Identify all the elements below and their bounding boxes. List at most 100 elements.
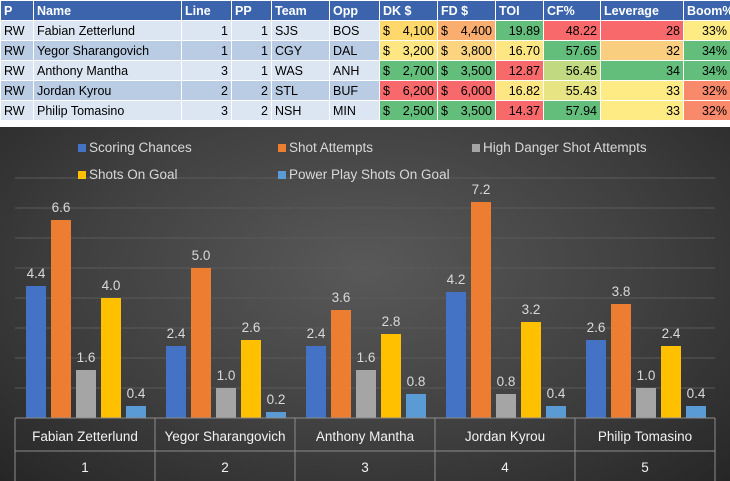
currency-symbol: $ [383, 83, 390, 98]
cell-dk-salary: $6,200 [379, 80, 438, 101]
cell-team: STL [271, 80, 330, 101]
bar [266, 412, 286, 418]
bar [661, 346, 681, 418]
bar-chart: Scoring Chances Shot Attempts High Danger … [14, 140, 716, 481]
cell-toi: 16.82 [495, 80, 544, 101]
table-row[interactable]: RW Fabian Zetterlund 1 1 SJS BOS $4,100 $4,400 1… [0, 20, 730, 41]
data-label: 1.0 [217, 368, 236, 383]
cell-leverage: 28 [600, 20, 684, 41]
cell-team: SJS [271, 20, 330, 41]
cell-dk-salary: $2,700 [379, 60, 438, 81]
legend-label: Scoring Chances [89, 140, 192, 155]
cell-fd-salary: $3,800 [437, 40, 496, 61]
header-opp[interactable]: Opp [329, 0, 380, 21]
category-number-label: 5 [641, 460, 649, 475]
header-pp[interactable]: PP [231, 0, 272, 21]
data-label: 0.8 [497, 374, 516, 389]
header-leverage[interactable]: Leverage [600, 0, 684, 21]
cell-line: 2 [181, 80, 232, 101]
header-name[interactable]: Name [33, 0, 182, 21]
cell-opponent: BOS [329, 20, 380, 41]
currency-symbol: $ [441, 83, 448, 98]
bar [586, 340, 606, 418]
data-label: 1.0 [637, 368, 656, 383]
cell-boom-percent: 34% [683, 40, 730, 61]
cell-line: 3 [181, 60, 232, 81]
bar [686, 406, 706, 418]
header-line[interactable]: Line [181, 0, 232, 21]
cell-cf-percent: 48.22 [543, 20, 601, 41]
data-label: 3.2 [522, 302, 541, 317]
data-label: 0.4 [547, 386, 566, 401]
header-cf-percent[interactable]: CF% [543, 0, 601, 21]
cell-player-name: Anthony Mantha [33, 60, 182, 81]
table-row[interactable]: RW Jordan Kyrou 2 2 STL BUF $6,200 $6,000 16.82 5… [0, 80, 730, 101]
bar [166, 346, 186, 418]
salary-value: 3,800 [460, 43, 492, 58]
data-label: 2.4 [307, 326, 326, 341]
bar [306, 346, 326, 418]
currency-symbol: $ [441, 63, 448, 78]
bar [216, 388, 236, 418]
category-label: Jordan Kyrou [465, 429, 545, 444]
salary-value: 3,500 [460, 103, 492, 118]
cell-player-name: Yegor Sharangovich [33, 40, 182, 61]
legend-swatch [78, 144, 86, 152]
data-label: 2.6 [242, 320, 261, 335]
salary-value: 3,500 [460, 63, 492, 78]
cell-player-name: Fabian Zetterlund [33, 20, 182, 41]
cell-player-name: Jordan Kyrou [33, 80, 182, 101]
legend-label: Power Play Shots On Goal [289, 167, 450, 182]
legend-label: Shots On Goal [89, 167, 178, 182]
table-row[interactable]: RW Anthony Mantha 3 1 WAS ANH $2,700 $3,500 12.8… [0, 60, 730, 81]
bar [496, 394, 516, 418]
bar [546, 406, 566, 418]
cell-fd-salary: $3,500 [437, 60, 496, 81]
cell-boom-percent: 32% [683, 80, 730, 101]
data-label: 0.2 [267, 392, 286, 407]
legend-swatch [472, 144, 480, 152]
cell-position: RW [0, 80, 34, 101]
bar [521, 322, 541, 418]
salary-value: 4,400 [460, 23, 492, 38]
data-label: 0.4 [687, 386, 706, 401]
category-number-label: 1 [81, 460, 89, 475]
bar [611, 304, 631, 418]
header-dk-salary[interactable]: DK $ [379, 0, 438, 21]
data-label: 0.8 [407, 374, 426, 389]
header-boom-percent[interactable]: Boom% [683, 0, 730, 21]
category-number-label: 2 [221, 460, 229, 475]
header-fd-salary[interactable]: FD $ [437, 0, 496, 21]
salary-value: 4,100 [402, 23, 434, 38]
currency-symbol: $ [383, 43, 390, 58]
players-table: P Name Line PP Team Opp DK $ FD $ TOI CF… [0, 0, 730, 121]
cell-pp: 2 [231, 100, 272, 121]
bar [471, 202, 491, 418]
data-label: 3.6 [332, 290, 351, 305]
salary-value: 3,200 [402, 43, 434, 58]
cell-position: RW [0, 60, 34, 81]
cell-boom-percent: 33% [683, 20, 730, 41]
header-team[interactable]: Team [271, 0, 330, 21]
cell-pp: 1 [231, 40, 272, 61]
cell-cf-percent: 56.45 [543, 60, 601, 81]
currency-symbol: $ [383, 23, 390, 38]
cell-leverage: 33 [600, 80, 684, 101]
currency-symbol: $ [383, 103, 390, 118]
cell-pp: 2 [231, 80, 272, 101]
cell-pp: 1 [231, 60, 272, 81]
bar [241, 340, 261, 418]
category-label: Philip Tomasino [598, 429, 692, 444]
bar [406, 394, 426, 418]
header-p[interactable]: P [0, 0, 34, 21]
legend-swatch [78, 171, 86, 179]
table-row[interactable]: RW Yegor Sharangovich 1 1 CGY DAL $3,200 $3,800… [0, 40, 730, 61]
cell-cf-percent: 57.65 [543, 40, 601, 61]
legend-label: Shot Attempts [289, 140, 373, 155]
category-label: Yegor Sharangovich [164, 429, 285, 444]
bar [446, 292, 466, 418]
data-label: 1.6 [77, 350, 96, 365]
salary-value: 6,000 [460, 83, 492, 98]
table-row[interactable]: RW Philip Tomasino 3 2 NSH MIN $2,500 $3,500 14.… [0, 100, 730, 121]
header-toi[interactable]: TOI [495, 0, 544, 21]
